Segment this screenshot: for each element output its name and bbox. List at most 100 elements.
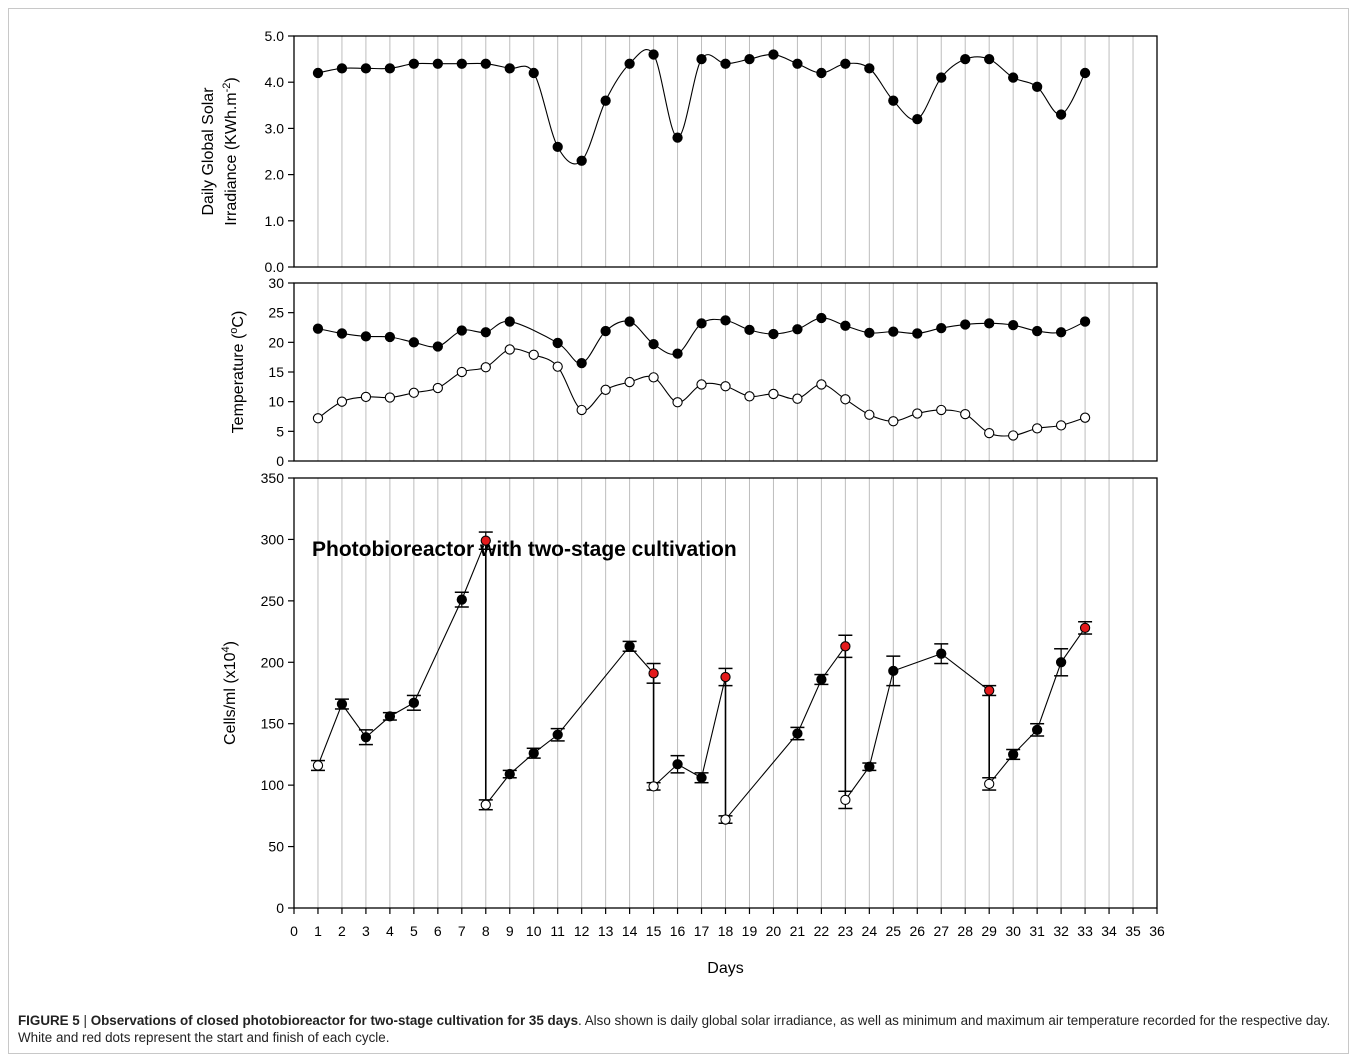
y-tick-label: 2.0 — [265, 167, 285, 183]
data-point — [312, 413, 324, 424]
data-point — [696, 318, 707, 329]
data-point — [552, 729, 563, 740]
data-point — [672, 759, 683, 770]
figure-frame — [8, 8, 1349, 1054]
x-tick-label: 3 — [362, 923, 370, 939]
data-point — [720, 58, 731, 69]
caption-separator: | — [79, 1013, 91, 1028]
data-point — [1055, 327, 1067, 338]
data-point — [936, 648, 947, 659]
data-point — [384, 711, 396, 722]
data-point — [1031, 325, 1043, 337]
data-point — [504, 316, 515, 327]
data-point — [576, 404, 587, 416]
x-tick-label: 26 — [909, 923, 925, 939]
figure-caption: FIGURE 5 | Observations of closed photob… — [18, 1012, 1338, 1046]
data-point — [1079, 67, 1091, 79]
y-tick-label: 100 — [261, 777, 285, 793]
data-point — [912, 328, 923, 339]
data-point — [1008, 319, 1019, 331]
y-tick-label: 4.0 — [265, 74, 285, 90]
data-point — [672, 132, 683, 143]
x-tick-label: 34 — [1101, 923, 1117, 939]
data-point — [648, 338, 659, 350]
x-tick-label: 32 — [1053, 923, 1069, 939]
chart-panel-middle: 0 5 10 15 20 25 30 Temperature (oC) — [228, 275, 1158, 469]
plot-frame — [293, 35, 1158, 268]
data-point — [456, 594, 467, 605]
data-point — [888, 95, 899, 106]
y-tick-label: 300 — [261, 531, 285, 547]
data-point — [984, 685, 995, 696]
data-point — [1079, 622, 1091, 634]
data-point — [840, 641, 851, 652]
chart-title: Photobioreactor with two-stage cultivati… — [312, 538, 737, 561]
y-tick-label: 150 — [261, 716, 285, 732]
data-point — [840, 58, 851, 69]
y-tick-label: 200 — [261, 654, 285, 670]
data-point — [1008, 72, 1019, 83]
data-point — [360, 391, 372, 403]
caption-label: FIGURE 5 — [18, 1013, 80, 1028]
data-point — [744, 391, 755, 402]
data-point — [552, 361, 563, 372]
x-tick-label: 30 — [1005, 923, 1021, 939]
data-point — [456, 58, 467, 69]
x-tick-label: 18 — [718, 923, 734, 939]
data-point — [600, 95, 611, 106]
data-point — [312, 760, 324, 771]
data-point — [984, 318, 995, 329]
x-tick-label: 22 — [814, 923, 830, 939]
data-point — [792, 58, 803, 69]
x-axis-label: Days — [707, 960, 743, 977]
data-point — [1055, 109, 1067, 120]
y-tick-label: 350 — [261, 470, 285, 486]
data-point — [480, 327, 491, 338]
data-point — [456, 325, 467, 336]
data-point — [984, 53, 995, 65]
data-point — [624, 376, 635, 388]
data-point — [648, 668, 659, 679]
x-tick-label: 11 — [550, 923, 565, 939]
caption-title: Observations of closed photobioreactor f… — [90, 1013, 579, 1028]
data-point — [480, 58, 491, 69]
data-point — [408, 387, 420, 398]
data-point — [648, 49, 659, 60]
data-point — [552, 141, 563, 153]
x-tick-label: 35 — [1125, 923, 1141, 939]
x-tick-label: 13 — [598, 923, 614, 939]
x-tick-label: 16 — [670, 923, 686, 939]
y-tick-label: 0 — [276, 453, 284, 469]
x-tick-label: 29 — [981, 923, 997, 939]
x-tick-label: 31 — [1029, 923, 1045, 939]
x-tick-label: 25 — [886, 923, 902, 939]
data-point — [912, 114, 923, 125]
data-point — [696, 53, 707, 65]
data-point — [336, 396, 348, 407]
data-point — [816, 312, 827, 324]
y-tick-label: 25 — [268, 305, 284, 321]
data-point — [600, 384, 611, 395]
data-point — [864, 761, 875, 772]
data-point — [1055, 657, 1067, 668]
data-point — [384, 63, 396, 74]
data-point — [816, 67, 827, 79]
x-tick-label: 23 — [838, 923, 854, 939]
data-point — [1031, 81, 1043, 92]
data-point — [960, 319, 971, 330]
y-axis-label-part: Temperature ( — [230, 333, 247, 433]
data-point — [432, 341, 443, 352]
data-point — [672, 397, 683, 408]
y-tick-label: 5.0 — [265, 28, 285, 44]
data-point — [504, 768, 515, 780]
data-point — [504, 63, 515, 74]
y-axis-label-sup: o — [228, 328, 240, 334]
data-point — [408, 58, 420, 69]
data-point — [456, 366, 467, 378]
data-point — [792, 324, 803, 335]
y-tick-label: 30 — [268, 275, 284, 291]
cycle-line — [485, 645, 654, 806]
y-axis-label-part: Irradiance (KWh.m — [223, 92, 240, 225]
data-point — [1055, 420, 1067, 431]
